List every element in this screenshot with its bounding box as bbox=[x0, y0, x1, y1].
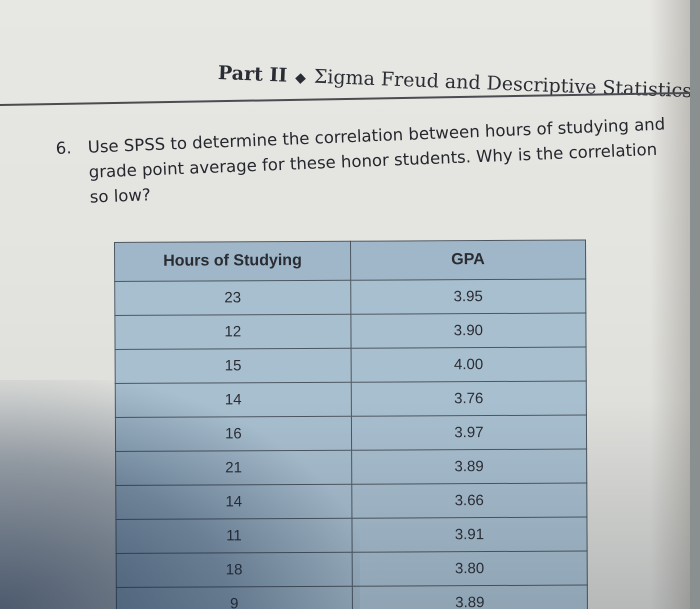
hours-cell: 9 bbox=[116, 586, 353, 609]
hours-cell: 23 bbox=[114, 280, 351, 316]
table-row: 21 3.89 bbox=[115, 449, 587, 486]
hours-cell: 21 bbox=[115, 450, 352, 486]
page-edge-shadow bbox=[650, 0, 690, 609]
hours-cell: 14 bbox=[115, 484, 352, 520]
header-rule bbox=[0, 91, 690, 106]
diamond-icon: ◆ bbox=[294, 69, 307, 87]
table-row: 16 3.97 bbox=[115, 415, 587, 452]
column-header-hours: Hours of Studying bbox=[114, 241, 351, 282]
hours-cell: 15 bbox=[115, 348, 352, 384]
data-table-container: Hours of Studying GPA 23 3.95 12 3.90 15… bbox=[114, 240, 588, 609]
question-number: 6. bbox=[55, 138, 72, 158]
table-row: 23 3.95 bbox=[114, 279, 586, 316]
gpa-cell: 3.89 bbox=[351, 449, 587, 485]
column-header-gpa: GPA bbox=[350, 240, 586, 281]
gpa-cell: 3.91 bbox=[351, 517, 588, 553]
table-row: 14 3.66 bbox=[115, 483, 587, 520]
hours-cell: 18 bbox=[116, 552, 353, 588]
gpa-cell: 3.80 bbox=[351, 551, 588, 587]
table-row: 9 3.89 bbox=[116, 585, 588, 609]
hours-cell: 14 bbox=[115, 382, 352, 418]
gpa-cell: 3.95 bbox=[350, 279, 586, 315]
exercise-question: 6. Use SPSS to determine the correlation… bbox=[55, 102, 690, 207]
gpa-cell: 3.89 bbox=[352, 585, 588, 609]
hours-cell: 12 bbox=[114, 314, 351, 350]
gpa-cell: 3.66 bbox=[351, 483, 587, 519]
header-part-label: Part II bbox=[217, 62, 288, 87]
gpa-cell: 3.90 bbox=[350, 313, 587, 349]
table-row: 11 3.91 bbox=[115, 517, 588, 554]
gpa-cell: 3.76 bbox=[351, 381, 587, 417]
table-row: 15 4.00 bbox=[115, 347, 587, 384]
question-text: Use SPSS to determine the correlation be… bbox=[87, 114, 666, 207]
table-row: 18 3.80 bbox=[116, 551, 588, 588]
study-gpa-table: Hours of Studying GPA 23 3.95 12 3.90 15… bbox=[114, 240, 588, 609]
gpa-cell: 3.97 bbox=[351, 415, 587, 451]
hours-cell: 11 bbox=[115, 518, 352, 554]
table-header-row: Hours of Studying GPA bbox=[114, 240, 586, 282]
table-row: 14 3.76 bbox=[115, 381, 587, 418]
table-row: 12 3.90 bbox=[114, 313, 587, 350]
gpa-cell: 4.00 bbox=[350, 347, 587, 383]
hours-cell: 16 bbox=[115, 416, 352, 452]
